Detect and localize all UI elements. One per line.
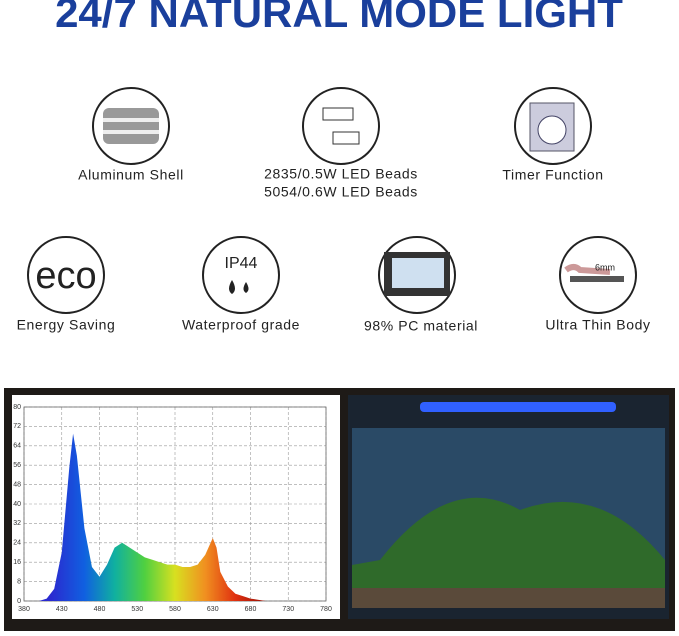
y-tick-label: 40 bbox=[13, 501, 21, 508]
y-tick-label: 56 bbox=[13, 462, 21, 469]
y-tick-label: 8 bbox=[17, 578, 21, 585]
x-tick-label: 480 bbox=[94, 606, 106, 613]
icon-text: eco bbox=[35, 255, 96, 297]
x-tick-label: 380 bbox=[18, 606, 30, 613]
feature-label: Timer Function bbox=[502, 167, 603, 183]
feature-label: 5054/0.6W LED Beads bbox=[264, 184, 418, 200]
feature-label: Ultra Thin Body bbox=[545, 317, 650, 333]
y-tick-label: 16 bbox=[13, 559, 21, 566]
x-tick-label: 580 bbox=[169, 606, 181, 613]
feature-label: 98% PC material bbox=[364, 318, 478, 334]
icons bbox=[27, 87, 637, 314]
y-tick-label: 64 bbox=[13, 443, 21, 450]
y-tick-label: 0 bbox=[17, 598, 21, 605]
feature-label: 2835/0.5W LED Beads bbox=[264, 166, 418, 182]
x-tick-label: 780 bbox=[320, 606, 332, 613]
y-tick-label: 72 bbox=[13, 423, 21, 430]
icon-text: 6mm bbox=[595, 262, 615, 272]
feature-label: Waterproof grade bbox=[182, 317, 300, 333]
y-tick-label: 80 bbox=[13, 404, 21, 411]
y-tick-label: 48 bbox=[13, 481, 21, 488]
x-tick-label: 730 bbox=[282, 606, 294, 613]
chart: 0 8 16 24 32 40 48 56 64 72 80 380 430 480 530 580 630 68… bbox=[13, 404, 332, 613]
x-tick-label: 630 bbox=[207, 606, 219, 613]
x-tick-label: 680 bbox=[245, 606, 257, 613]
y-tick-label: 24 bbox=[13, 540, 21, 547]
x-tick-label: 430 bbox=[56, 606, 68, 613]
feature-label: Energy Saving bbox=[17, 317, 116, 333]
icon-text: IP44 bbox=[225, 255, 258, 272]
aquarium bbox=[348, 395, 669, 619]
y-tick-label: 32 bbox=[13, 520, 21, 527]
x-tick-label: 530 bbox=[131, 606, 143, 613]
title: 24/7 NATURAL MODE LIGHT bbox=[55, 0, 623, 36]
feature-label: Aluminum Shell bbox=[78, 167, 184, 183]
spectrum-area bbox=[24, 433, 326, 601]
